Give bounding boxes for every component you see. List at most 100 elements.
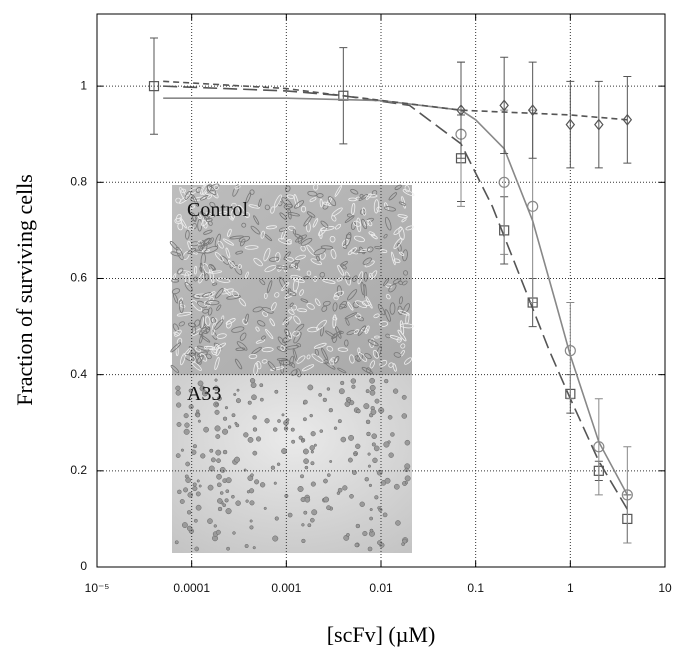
cell [373,199,380,214]
cell [217,506,223,512]
cell [359,248,371,253]
cell [365,389,370,394]
cell [300,474,305,479]
cell [287,290,297,297]
point [527,104,538,117]
cell [181,522,188,528]
cell [216,333,227,339]
cell [227,228,232,237]
cell [310,431,316,437]
cell [270,366,285,371]
cell [231,413,236,418]
cell [367,546,373,552]
cell [364,477,369,482]
cell [190,355,196,363]
cell [278,276,287,290]
cell [306,244,316,256]
cell [341,238,349,247]
cell [191,326,197,335]
cell [273,481,277,485]
cell [404,439,411,446]
cell [367,464,372,468]
cell [180,188,187,193]
cell [300,245,306,252]
cell [369,338,375,349]
cell [270,206,275,214]
cell [254,479,260,485]
point [498,176,510,188]
cell [350,188,359,195]
cell [320,220,329,228]
cell [284,328,290,337]
cell [288,355,295,367]
cell [253,215,260,225]
cell [252,415,257,420]
cell [377,540,382,546]
cell [275,265,288,270]
cell [329,235,336,243]
cell [207,194,212,200]
point [621,489,633,501]
cell [353,235,365,243]
cell [250,382,257,389]
cell [399,251,405,257]
cell [183,413,189,419]
cell [361,300,372,307]
cell [291,439,296,444]
cell [368,272,374,279]
x-tick-label: 0.01 [369,581,393,595]
cell [257,320,266,327]
cell [401,394,407,400]
cell [349,493,354,499]
cell [347,399,351,403]
cell [369,384,376,391]
cell [185,461,191,467]
cell [175,390,181,396]
cell [384,216,392,231]
error-bar [566,80,575,169]
cell [231,290,239,298]
cell [199,353,208,362]
cell [364,353,372,360]
cell [195,504,202,511]
cell [202,308,210,314]
point [527,200,539,212]
cell [219,491,224,495]
cell [199,211,210,220]
cell [263,292,268,299]
cell [307,326,320,333]
cell [214,252,224,262]
cell [269,318,275,327]
cell [322,300,331,307]
cell [222,428,229,435]
inset-label: Control [187,199,249,221]
cell [384,378,389,384]
cell [276,358,289,362]
cell [241,222,247,228]
cell [398,226,405,241]
cell [192,485,198,492]
cell [251,346,262,355]
cell [370,409,377,415]
cell [210,457,216,463]
cell [306,211,316,218]
cell [366,431,371,437]
cell [249,525,254,530]
cell [390,432,395,437]
cell [303,399,308,405]
cell [280,345,285,351]
point [456,104,466,117]
cell [328,408,333,413]
cell [208,264,215,271]
cell [393,483,400,490]
cell [231,202,237,209]
cell [169,240,179,251]
cell [367,452,371,456]
cell [299,289,304,296]
cell [363,403,370,410]
cell [183,347,192,357]
cell [404,467,409,472]
cell [333,290,345,298]
cell [359,193,364,199]
cell [176,421,182,427]
